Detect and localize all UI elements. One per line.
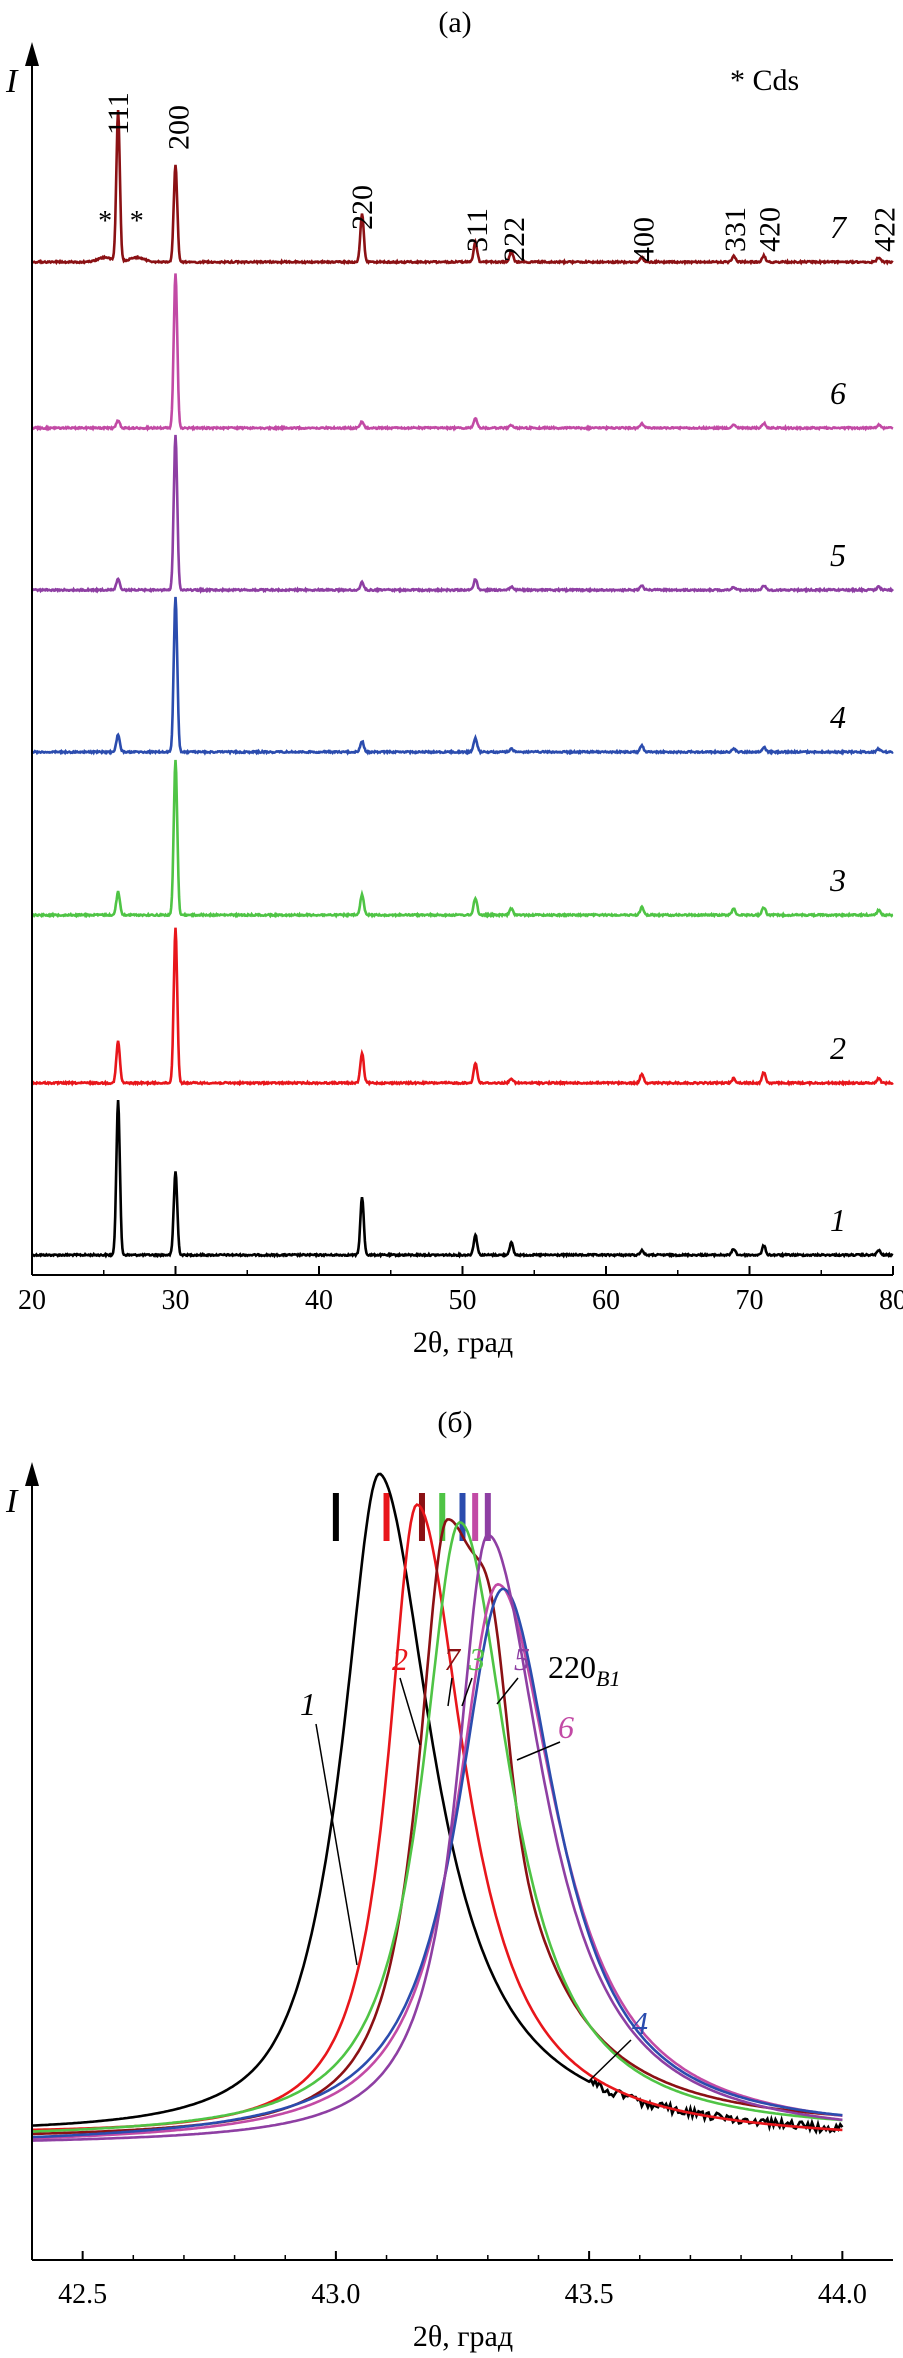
- panel-a-series-label-6: 6: [830, 375, 846, 411]
- reference-tick-4: [459, 1493, 466, 1541]
- panel-a-x-tick-label: 50: [449, 1285, 477, 1316]
- hkl-label-200: 200: [162, 105, 195, 150]
- panel-b-x-axis-label: 2θ, град: [413, 2320, 513, 2353]
- hkl-label-222: 222: [498, 217, 531, 262]
- panel-b-label: (б): [437, 1406, 472, 1439]
- panel-b-x-tick-label: 43.5: [565, 2279, 614, 2310]
- panel-b-leader-lines: [315, 1677, 632, 2081]
- panel-a-series-1-line: [31, 1100, 894, 1259]
- hkl-label-420: 420: [754, 207, 787, 252]
- panel-a-x-tick-label: 80: [879, 1285, 903, 1316]
- hkl-label-400: 400: [627, 217, 660, 262]
- panel-b-series-6-line: [31, 1582, 843, 2140]
- cds-asterisk-2: *: [130, 206, 144, 237]
- panel-a-series-label-5: 5: [830, 537, 846, 573]
- panel-a-series-label-2: 2: [830, 1030, 846, 1066]
- panel-b: (б) I 42.5 43.0 43.5 44.0 2θ, град 12 34567 …: [5, 1406, 893, 2353]
- leader-line: [399, 1677, 421, 1746]
- panel-b-series-4-line: [31, 1587, 843, 2139]
- panel-b-series-label-1: 1: [300, 1686, 316, 1722]
- peak-220-subscript: B1: [596, 1666, 620, 1691]
- panel-a-x-tick-label: 60: [592, 1285, 620, 1316]
- panel-b-curves: [31, 1472, 844, 2142]
- panel-b-y-axis-label: I: [5, 1483, 19, 1520]
- panel-a-series-label-7: 7: [830, 209, 848, 245]
- panel-a-series-labels: 1 2 3 4 5 6 7: [829, 209, 848, 1238]
- leader-line: [447, 1677, 453, 1707]
- leader-line: [461, 1677, 473, 1707]
- panel-a: (a) I * Cds 20 30 40 50 60 70 80 2θ, град 111 2…: [5, 6, 903, 1359]
- reference-tick-6: [472, 1493, 479, 1541]
- reference-tick-2: [383, 1493, 390, 1541]
- panel-b-series-labels: 1 2 3 4 56 7: [300, 1641, 648, 2041]
- panel-b-series-label-7: 7: [444, 1641, 462, 1677]
- panel-a-series-2-line: [30, 927, 894, 1087]
- panel-a-x-tick-label: 30: [162, 1285, 190, 1316]
- panel-b-axes: [25, 1462, 893, 2261]
- panel-a-series-6-line: [31, 273, 894, 432]
- panel-b-reference-ticks: [332, 1493, 491, 1541]
- panel-b-ticks: 42.5 43.0 43.5 44.0: [58, 2251, 867, 2310]
- hkl-label-220: 220: [346, 185, 379, 230]
- panel-a-series-label-3: 3: [829, 862, 846, 898]
- panel-b-series-label-5: 5: [514, 1641, 530, 1677]
- cds-asterisk-1: *: [98, 206, 112, 237]
- panel-a-x-tick-label: 20: [18, 1285, 46, 1316]
- panel-a-x-tick-label: 70: [736, 1285, 764, 1316]
- panel-b-series-2-line: [31, 1503, 843, 2132]
- panel-b-series-1-line: [31, 1472, 844, 2135]
- leader-line: [589, 2039, 632, 2081]
- panel-b-series-3-line: [31, 1521, 843, 2133]
- reference-tick-3: [439, 1493, 446, 1541]
- panel-a-x-tick-label: 40: [305, 1285, 333, 1316]
- panel-a-x-axis-label: 2θ, град: [413, 1326, 513, 1359]
- panel-b-series-label-6: 6: [558, 1709, 574, 1745]
- panel-a-y-axis-label: I: [5, 63, 19, 100]
- panel-a-y-arrow: [25, 42, 39, 66]
- panel-b-x-tick-label: 44.0: [818, 2279, 867, 2310]
- hkl-label-422: 422: [868, 207, 901, 252]
- panel-b-series-label-4: 4: [632, 2005, 648, 2041]
- reference-tick-5: [484, 1493, 491, 1541]
- reference-tick-1: [332, 1493, 339, 1541]
- panel-a-series-4-line: [30, 596, 894, 756]
- hkl-label-111: 111: [102, 92, 135, 135]
- peak-220-label: 220B1: [548, 1649, 620, 1691]
- panel-a-series-label-4: 4: [830, 699, 846, 735]
- panel-a-label: (a): [438, 6, 471, 39]
- panel-a-curves: [30, 110, 894, 1259]
- panel-b-series-label-3: 3: [468, 1641, 485, 1677]
- panel-b-x-tick-label: 43.0: [311, 2279, 360, 2310]
- panel-b-series-label-2: 2: [392, 1641, 408, 1677]
- hkl-label-331: 331: [719, 207, 752, 252]
- panel-a-ticks: 20 30 40 50 60 70 80: [18, 1266, 903, 1316]
- cds-legend-note: * Cds: [730, 64, 799, 97]
- panel-b-x-tick-label: 42.5: [58, 2279, 107, 2310]
- peak-220-main: 220: [548, 1649, 596, 1685]
- panel-a-series-7-line: [31, 110, 894, 266]
- panel-a-series-3-line: [31, 759, 894, 919]
- reference-tick-7: [418, 1493, 425, 1541]
- leader-line: [496, 1677, 519, 1705]
- panel-a-hkl-labels: 111 200 220 311 222 400 331 420 422 * *: [98, 92, 901, 262]
- leader-line: [516, 1741, 561, 1761]
- panel-b-series-5-line: [32, 1533, 843, 2142]
- hkl-label-311: 311: [461, 208, 494, 252]
- panel-a-series-label-1: 1: [830, 1202, 846, 1238]
- panel-b-series-7-line: [31, 1518, 843, 2136]
- panel-a-series-5-line: [31, 434, 894, 594]
- leader-line: [315, 1723, 358, 1966]
- panel-b-y-arrow: [25, 1462, 39, 1486]
